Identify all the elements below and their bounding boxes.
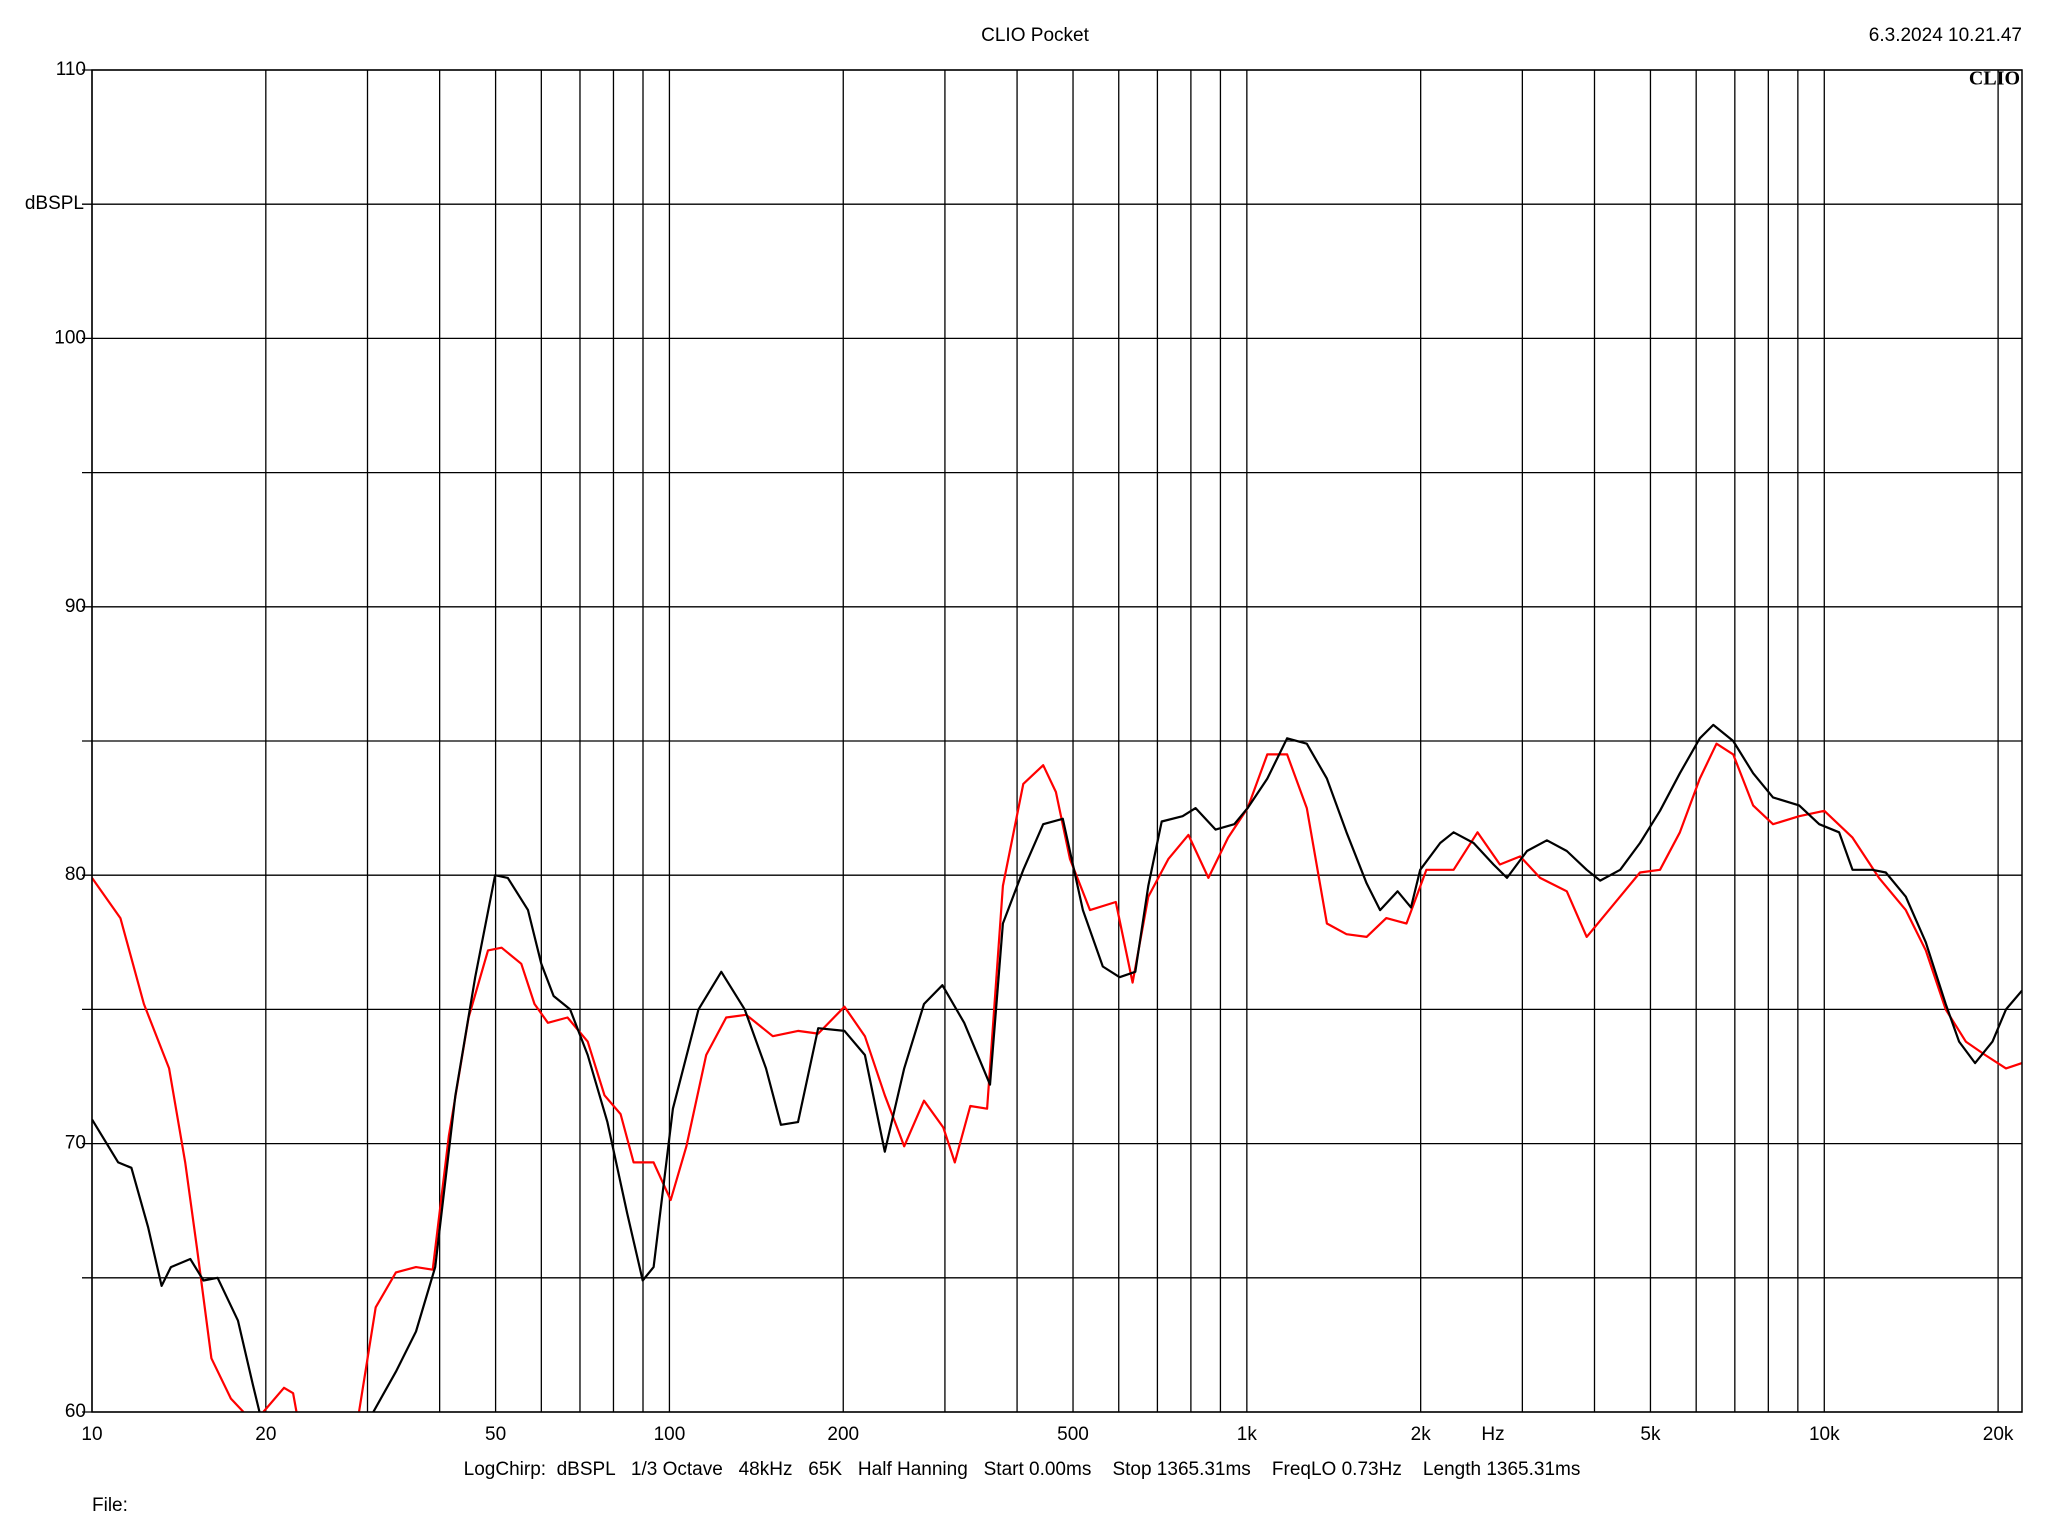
y-tick-label: 80 bbox=[65, 864, 86, 885]
x-tick-label: 500 bbox=[1057, 1424, 1089, 1445]
x-tick-label: 10 bbox=[81, 1424, 102, 1445]
footer: LogChirp: dBSPL 1/3 Octave 48kHz 65K Hal… bbox=[464, 1459, 1581, 1480]
x-tick-label: 100 bbox=[654, 1424, 686, 1445]
x-tick-label: 50 bbox=[485, 1424, 506, 1445]
plot-frame bbox=[91, 69, 2023, 1413]
x-tick-label: 20 bbox=[255, 1424, 276, 1445]
chart-title: CLIO Pocket bbox=[981, 25, 1089, 46]
response-line bbox=[92, 742, 2022, 1412]
x-tick-label: 200 bbox=[827, 1424, 859, 1445]
x-axis-label: Hz bbox=[1481, 1424, 1504, 1445]
logo: CLIO bbox=[1969, 68, 2020, 90]
y-tick-label: 110 bbox=[56, 59, 86, 80]
x-tick-label: 1k bbox=[1237, 1424, 1258, 1445]
x-tick-label: 10k bbox=[1809, 1424, 1840, 1445]
x-tick-label: 20k bbox=[1983, 1424, 2014, 1445]
y-tick-label: 70 bbox=[65, 1133, 86, 1154]
x-tick-label: 5k bbox=[1640, 1424, 1661, 1445]
x-tick-label: 2k bbox=[1411, 1424, 1432, 1445]
y-tick-label: 90 bbox=[65, 596, 86, 617]
file-label: File: bbox=[92, 1495, 128, 1516]
y-tick-label: 100 bbox=[54, 327, 86, 348]
timestamp: 6.3.2024 10.21.47 bbox=[1869, 25, 2022, 46]
y-axis-label: dBSPL bbox=[25, 193, 84, 214]
y-tick-label: 60 bbox=[65, 1401, 86, 1422]
response-line bbox=[92, 723, 2022, 1412]
plot-lines bbox=[92, 723, 2022, 1412]
